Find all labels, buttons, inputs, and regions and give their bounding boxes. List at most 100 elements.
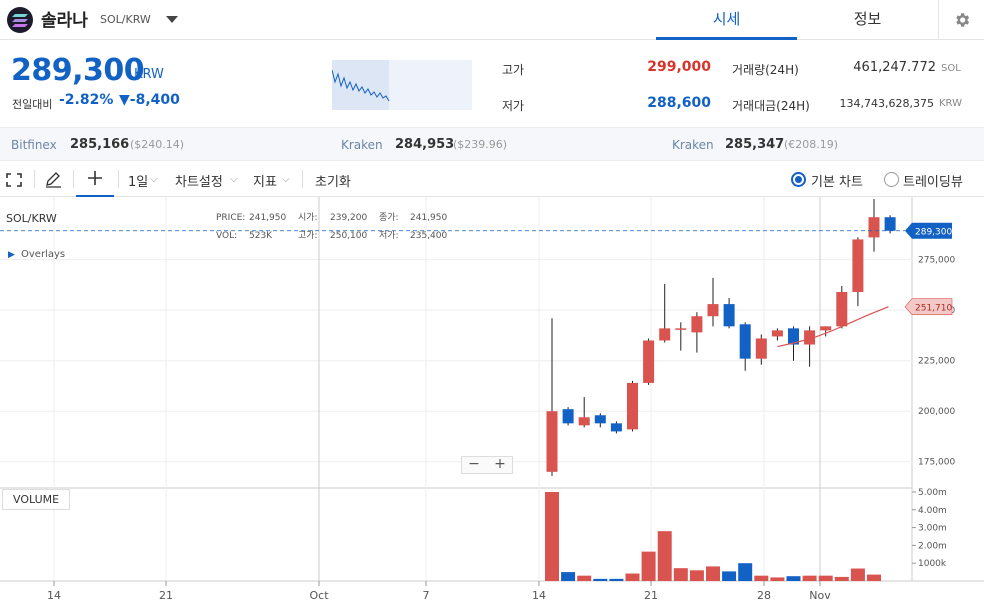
candle-body [546,411,558,472]
exchange-price: 285,166 [70,137,130,152]
volume-bar [689,570,704,581]
legend-open-label: 시가: [298,212,318,223]
legend-close: 241,950 [410,213,447,223]
legend-high-label: 고가: [298,230,318,241]
low-label: 저가 [502,99,525,113]
y-tick-label: 225,000 [918,357,955,367]
amount-24h-value: 134,743,628,375 [839,97,934,110]
x-tick-label: 14 [47,589,61,602]
zoom-out-button[interactable]: − [468,456,480,472]
legend-close-label: 종가: [379,212,399,223]
amount-24h-label: 거래대금(24H) [732,99,810,113]
legend-low: 235,400 [410,231,447,241]
price-summary: 289,300 KRW 전일대비 -2.82% ▼-8,400 고가 299,0… [0,41,984,127]
candle-body [755,338,767,359]
price-unit: KRW [134,67,164,82]
legend-price: 241,950 [249,213,286,223]
candle-body [594,415,606,424]
candlestick-chart[interactable]: 275,000250,000225,000200,000175,0001421O… [0,197,984,608]
chart-settings-menu[interactable]: 차트설정 [175,175,223,190]
tab-info[interactable]: 정보 [853,10,882,28]
high-value: 299,000 [647,59,711,75]
volume-bar [577,575,592,581]
candle-body [771,330,783,337]
candle-body [836,291,848,327]
candle-body [868,217,880,238]
volume-bar [593,578,608,581]
candle-body [852,239,864,292]
gear-icon[interactable] [938,0,984,40]
moving-average-tag-label: 251,710 [915,304,952,314]
volume-24h-value: 461,247.772 [853,60,936,75]
moving-average-tag [904,298,953,316]
legend-symbol: SOL/KRW [6,212,57,225]
trading-view-radio[interactable] [884,172,899,187]
volume-tick-label: 1000k [918,559,947,569]
candle-body [627,382,638,430]
volume-bar [867,574,881,581]
trading-view-label[interactable]: 트레이딩뷰 [903,175,963,190]
zoom-in-button[interactable]: + [494,456,506,472]
reset-button[interactable]: 초기화 [315,175,351,190]
candle-body [659,328,671,341]
zoom-control: − + [461,456,513,474]
volume-bar [625,573,640,581]
candle-body [610,423,622,432]
exchange-name[interactable]: Kraken [341,138,383,152]
y-tick-label: 275,000 [918,256,955,266]
exchange-name[interactable]: Bitfinex [11,138,57,152]
toolbar-divider [73,170,74,188]
current-price-tag [905,222,952,239]
volume-bar [673,568,688,581]
coin-pair: SOL/KRW [100,13,151,26]
fullscreen-icon[interactable] [6,172,22,191]
x-tick-label: 21 [644,589,658,602]
legend-vol: 523K [249,231,273,241]
candle-body [820,326,832,331]
toolbar-divider [118,170,119,188]
basic-chart-radio[interactable] [791,172,806,187]
chevron-down-icon[interactable] [166,16,178,23]
chevron-down-icon: ⌵ [230,174,238,185]
chevron-down-icon: ⌵ [150,174,158,185]
legend-vol-label: VOL: [216,231,237,241]
tab-market-price[interactable]: 시세 [656,0,797,40]
exchange-price: 284,953 [395,137,455,152]
legend-high: 250,100 [330,231,367,241]
price-chart[interactable]: 275,000250,000225,000200,000175,0001421O… [0,197,984,608]
x-tick-label: Nov [809,589,831,602]
solana-logo-icon [7,7,33,33]
moving-average-line [777,306,889,348]
volume-bar [850,568,865,581]
overlays-toggle[interactable]: Overlays [21,249,65,260]
volume-bar [609,578,624,581]
coin-name: 솔라나 [41,11,88,31]
volume-tick-label: 5.00m [918,488,947,498]
volume-tick-label: 3.00m [918,524,947,534]
candle-body [562,409,574,424]
change-amount: ▼-8,400 [119,92,180,108]
volume-bar [641,551,656,581]
exchange-name[interactable]: Kraken [672,138,714,152]
volume-bar [706,566,720,581]
interval-select[interactable]: 1일 [128,175,149,190]
current-price: 289,300 [11,53,145,88]
x-tick-label: 7 [423,589,430,602]
exchange-price-bar: Bitfinex 285,166 ($240.14) Kraken 284,95… [0,127,984,161]
change-percent: -2.82% [59,92,114,108]
indicators-menu[interactable]: 지표 [253,175,277,190]
volume-bar [802,575,817,581]
crosshair-icon[interactable] [76,161,114,197]
overlays-arrow-icon[interactable]: ▶ [8,250,15,260]
pencil-icon[interactable] [45,171,62,192]
candle-body [691,316,703,333]
y-tick-label: 200,000 [918,407,955,417]
y-tick-label: 175,000 [918,458,955,468]
candle-body [723,304,735,327]
exchange-eur: (€208.19) [784,138,839,151]
volume-bar [818,575,833,581]
exchange-usd: ($240.14) [130,138,185,151]
candle-body [884,217,896,231]
basic-chart-label[interactable]: 기본 차트 [811,175,863,190]
volume-tick-label: 4.00m [918,506,947,516]
